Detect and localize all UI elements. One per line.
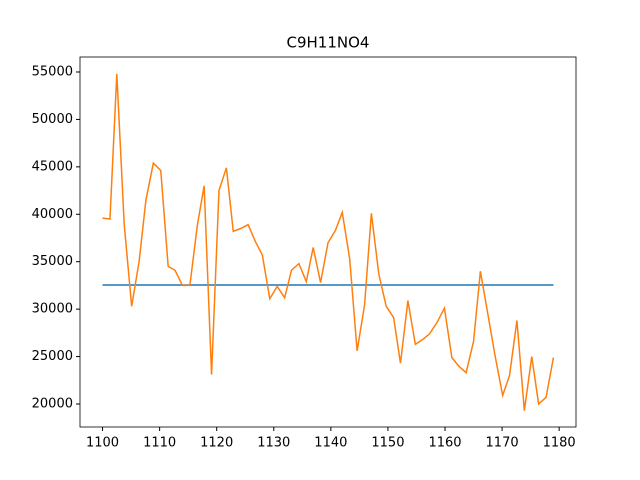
y-tick-label: 55000: [32, 64, 73, 79]
y-tick-label: 45000: [32, 159, 73, 174]
x-tick-label: 1170: [486, 436, 519, 451]
plot-frame: [79, 56, 577, 428]
y-tick-label: 25000: [32, 349, 73, 364]
x-tick-label: 1130: [257, 436, 290, 451]
x-tick-label: 1160: [428, 436, 461, 451]
y-tick-label: 35000: [32, 254, 73, 269]
x-tick-label: 1140: [314, 436, 347, 451]
y-tick-label: 50000: [32, 112, 73, 127]
line-series: [102, 73, 555, 411]
x-tick-label: 1100: [86, 436, 119, 451]
x-tick-label: 1150: [371, 436, 404, 451]
y-tick-label: 20000: [32, 396, 73, 411]
y-tick-label: 30000: [32, 302, 73, 317]
x-tick-label: 1120: [200, 436, 233, 451]
y-tick-label: 40000: [32, 207, 73, 222]
x-tick-label: 1110: [143, 436, 176, 451]
x-tick-label: 1180: [543, 436, 576, 451]
chart-title: C9H11NO4: [287, 34, 370, 52]
